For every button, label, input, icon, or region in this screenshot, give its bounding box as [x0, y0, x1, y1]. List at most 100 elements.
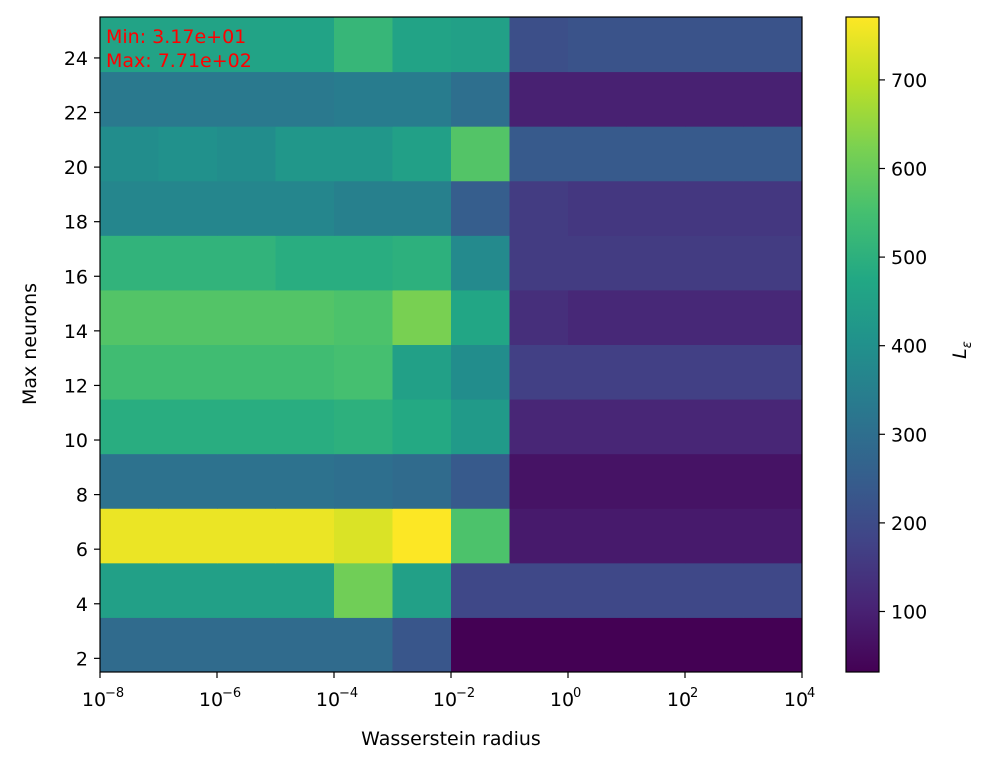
heatmap-cell: [100, 180, 159, 236]
y-tick-label: 4: [76, 594, 88, 616]
x-tick-label: 10: [316, 689, 340, 711]
heatmap-cell: [158, 508, 218, 564]
x-axis-label: Wasserstein radius: [361, 728, 541, 750]
colorbar-tick-label: 400: [891, 336, 927, 358]
max-annotation: Max: 7.71e+02: [106, 50, 252, 72]
heatmap-cell: [100, 399, 159, 455]
heatmap-cell: [509, 126, 569, 182]
heatmap-cell: [626, 399, 686, 455]
heatmap-cell: [275, 453, 335, 509]
heatmap-cell: [334, 126, 393, 182]
heatmap-cell: [743, 399, 803, 455]
heatmap-cell: [626, 508, 686, 564]
y-tick-label: 10: [64, 430, 88, 452]
heatmap-cell: [392, 289, 452, 345]
heatmap-cell: [568, 235, 627, 291]
heatmap-cell: [743, 344, 803, 400]
heatmap-cell: [626, 617, 686, 673]
heatmap-cell: [509, 180, 569, 236]
heatmap-cell: [568, 617, 627, 673]
heatmap-cell: [392, 235, 452, 291]
heatmap-cell: [509, 399, 569, 455]
heatmap-cell: [568, 399, 627, 455]
heatmap-cell: [392, 71, 452, 127]
heatmap-cell: [100, 453, 159, 509]
y-tick-label: 2: [76, 648, 88, 670]
colorbar-label-subscript: ε: [960, 341, 975, 348]
heatmap-cell: [158, 126, 218, 182]
heatmap-cell: [158, 71, 218, 127]
heatmap-cell: [158, 180, 218, 236]
heatmap-cell: [509, 17, 569, 73]
heatmap-cell: [451, 17, 510, 73]
heatmap-cell: [217, 180, 276, 236]
heatmap-cell: [451, 562, 510, 618]
y-tick-label: 6: [76, 539, 88, 561]
heatmap-cell: [334, 617, 393, 673]
y-axis-label: Max neurons: [19, 283, 41, 405]
heatmap-cell: [275, 344, 335, 400]
heatmap-cell: [158, 17, 218, 73]
heatmap-cell: [275, 71, 335, 127]
x-tick-exponent: −8: [105, 686, 124, 701]
heatmap-cell: [568, 562, 627, 618]
heatmap-cell: [743, 17, 803, 73]
heatmap-cell: [626, 126, 686, 182]
x-tick-exponent: 0: [573, 686, 581, 701]
heatmap-cell: [334, 180, 393, 236]
heatmap-cell: [217, 399, 276, 455]
heatmap-cell: [743, 71, 803, 127]
heatmap-cell: [275, 399, 335, 455]
colorbar: [845, 16, 880, 673]
heatmap-cell: [100, 235, 159, 291]
colorbar-label: Lε: [949, 341, 975, 359]
heatmap-cell: [451, 453, 510, 509]
heatmap-cell: [568, 508, 627, 564]
heatmap-cell: [509, 562, 569, 618]
heatmap-cell: [275, 508, 335, 564]
heatmap-cell: [392, 562, 452, 618]
heatmap-cell: [685, 17, 744, 73]
heatmap-cell: [392, 453, 452, 509]
heatmap-cell: [158, 562, 218, 618]
heatmap-cell: [509, 453, 569, 509]
heatmap-cell: [100, 71, 159, 127]
heatmap-cell: [509, 235, 569, 291]
heatmap-cell: [217, 344, 276, 400]
heatmap-cell: [334, 453, 393, 509]
heatmap-cell: [685, 235, 744, 291]
x-tick-exponent: −6: [222, 686, 241, 701]
x-tick-label: 10: [550, 689, 574, 711]
colorbar-label-main: L: [949, 348, 971, 359]
heatmap-cell: [100, 562, 159, 618]
heatmap-cell: [743, 617, 803, 673]
heatmap-cell: [743, 180, 803, 236]
heatmap-cell: [626, 289, 686, 345]
heatmap-cell: [334, 399, 393, 455]
heatmap-cell: [100, 617, 159, 673]
heatmap-cell: [100, 17, 159, 73]
colorbar-tick-label: 500: [891, 247, 927, 269]
heatmap-cell: [392, 399, 452, 455]
x-axis-ticks: 10−8 10−6 10−4 10−2 100 102 104: [82, 672, 815, 711]
heatmap-cell: [158, 453, 218, 509]
heatmap-cell: [100, 508, 159, 564]
y-tick-label: 22: [64, 103, 88, 125]
heatmap-cell: [451, 126, 510, 182]
heatmap-cell: [451, 617, 510, 673]
heatmap-cell: [626, 180, 686, 236]
heatmap-cell: [275, 126, 335, 182]
heatmap-cell: [275, 17, 335, 73]
heatmap-cell: [275, 562, 335, 618]
heatmap-cell: [158, 617, 218, 673]
heatmap-cell: [158, 235, 218, 291]
heatmap-cell: [217, 289, 276, 345]
x-tick-label: 10: [199, 689, 223, 711]
heatmap-cell: [743, 562, 803, 618]
heatmap-cell: [626, 344, 686, 400]
heatmap-cell: [568, 126, 627, 182]
heatmap-cell: [100, 289, 159, 345]
heatmap-cell: [275, 180, 335, 236]
heatmap-cell: [685, 562, 744, 618]
